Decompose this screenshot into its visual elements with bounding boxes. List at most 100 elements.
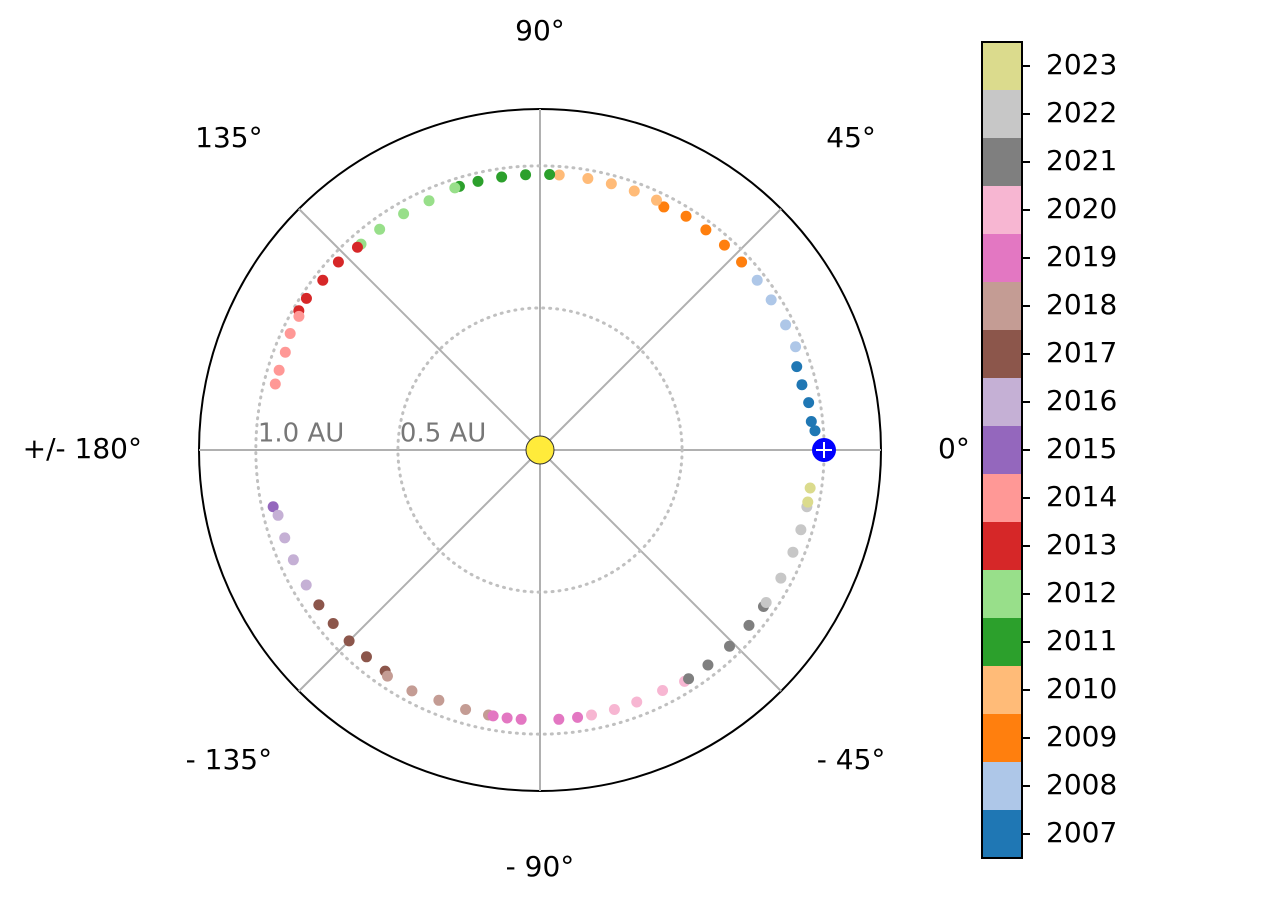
track-point (544, 169, 556, 181)
track-point (381, 670, 393, 682)
track-point (572, 711, 584, 723)
track-point (300, 292, 312, 304)
colorbar-swatch (982, 762, 1022, 810)
track-point (787, 546, 799, 558)
sun (525, 435, 555, 465)
theta-tick-label: +/- 180° (23, 432, 142, 465)
track-point (460, 704, 472, 716)
theta-grid-line (298, 449, 541, 692)
colorbar-label: 2013 (1046, 528, 1117, 561)
track-point (791, 361, 803, 373)
track-point (804, 482, 816, 494)
colorbar-label: 2014 (1046, 480, 1117, 513)
track-point (317, 274, 329, 286)
track-point (790, 341, 802, 353)
track-point (267, 501, 279, 513)
earth-cross (816, 442, 832, 458)
track-point (501, 712, 513, 724)
track-point (496, 171, 508, 183)
track-point (743, 619, 755, 631)
colorbar-frame (981, 41, 1023, 859)
track-point (273, 364, 285, 376)
r-grid-circle (396, 306, 684, 594)
colorbar-swatch (982, 138, 1022, 186)
colorbar-label: 2018 (1046, 288, 1117, 321)
track-point (279, 346, 291, 358)
track-point (313, 599, 325, 611)
track-point (586, 709, 598, 721)
track-point (700, 224, 712, 236)
track-point (287, 554, 299, 566)
track-point (631, 696, 643, 708)
track-point (284, 328, 296, 340)
theta-grid-line (539, 449, 782, 692)
colorbar-label: 2015 (1046, 432, 1117, 465)
track-point (327, 618, 339, 630)
colorbar-label: 2016 (1046, 384, 1117, 417)
colorbar-swatch (982, 234, 1022, 282)
track-point (605, 178, 617, 190)
track-point (343, 635, 355, 647)
colorbar-swatch (982, 90, 1022, 138)
colorbar-swatch (982, 330, 1022, 378)
track-point (433, 694, 445, 706)
colorbar-swatch (982, 570, 1022, 618)
track-point (398, 208, 410, 220)
theta-tick-label: 0° (938, 432, 970, 465)
colorbar-label: 2023 (1046, 48, 1117, 81)
track-point (374, 223, 386, 235)
colorbar-swatch (982, 618, 1022, 666)
colorbar-label: 2012 (1046, 576, 1117, 609)
track-point (751, 274, 763, 286)
track-point (449, 182, 461, 194)
colorbar-label: 2021 (1046, 144, 1117, 177)
track-point (796, 379, 808, 391)
colorbar-label: 2008 (1046, 768, 1117, 801)
track-point (760, 597, 772, 609)
track-point (515, 713, 527, 725)
track-point (406, 685, 418, 697)
track-point (472, 175, 484, 187)
track-point (293, 310, 305, 322)
theta-grid-line (539, 208, 782, 451)
theta-tick-label: - 90° (506, 850, 575, 883)
colorbar-swatch (982, 282, 1022, 330)
track-point (520, 169, 532, 181)
track-point (718, 239, 730, 251)
track-point (608, 704, 620, 716)
colorbar-swatch (982, 42, 1022, 90)
theta-tick-label: 135° (195, 121, 262, 154)
track-point (775, 572, 787, 584)
colorbar-label: 2022 (1046, 96, 1117, 129)
colorbar-label: 2017 (1046, 336, 1117, 369)
track-point (805, 415, 817, 427)
track-point (650, 194, 662, 206)
colorbar-label: 2011 (1046, 624, 1117, 657)
track-point (582, 173, 594, 185)
theta-grid-line (298, 208, 541, 451)
track-point (269, 378, 281, 390)
colorbar-swatch (982, 522, 1022, 570)
colorbar: 2007 2008 2009 2010 2011 2012 2013 2014 2015 2016… (982, 42, 1117, 858)
track-point (300, 579, 312, 591)
track-point (553, 169, 565, 181)
colorbar-swatch (982, 474, 1022, 522)
colorbar-label: 2019 (1046, 240, 1117, 273)
track-point (780, 319, 792, 331)
colorbar-label: 2009 (1046, 720, 1117, 753)
r-tick-label: 0.5 AU (400, 419, 486, 449)
track-point (628, 185, 640, 197)
track-point (736, 256, 748, 268)
track-point (487, 710, 499, 722)
colorbar-swatch (982, 666, 1022, 714)
track-point (809, 425, 821, 437)
track-point (803, 397, 815, 409)
track-point (795, 524, 807, 536)
track-point (802, 496, 814, 508)
theta-tick-label: 45° (826, 121, 876, 154)
colorbar-label: 2007 (1046, 816, 1117, 849)
track-point (423, 195, 435, 207)
track-point (683, 673, 695, 685)
colorbar-swatch (982, 714, 1022, 762)
